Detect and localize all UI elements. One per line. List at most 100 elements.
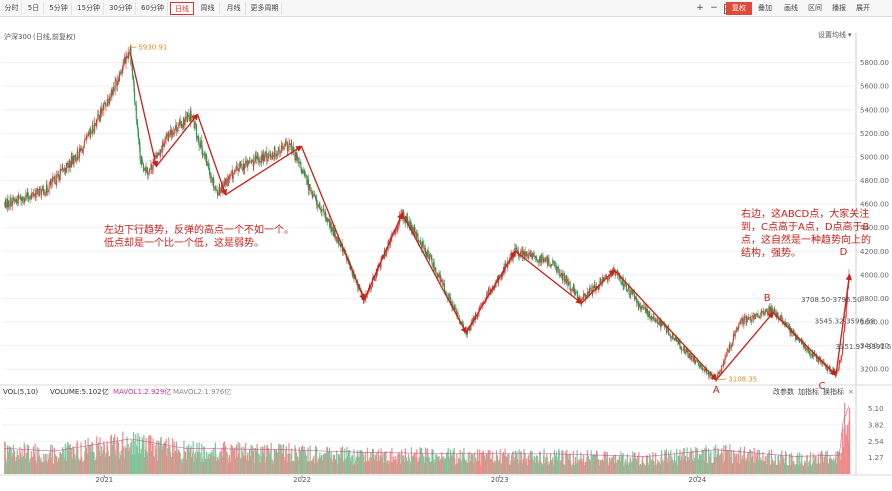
volume-bar bbox=[401, 449, 403, 474]
volume-bar bbox=[763, 460, 765, 474]
volume-bar bbox=[734, 456, 736, 474]
candle-body bbox=[481, 302, 483, 306]
candle-body bbox=[567, 281, 569, 286]
volume-bar bbox=[660, 449, 663, 474]
replay-button[interactable]: 播报 bbox=[832, 4, 846, 12]
draw-line-button[interactable]: 画线 bbox=[784, 4, 798, 12]
overlay-button[interactable]: 叠加 bbox=[758, 4, 772, 12]
vol-legend-mavol1: MAVOL1:2.929亿 bbox=[113, 387, 171, 396]
volume-bar bbox=[279, 444, 281, 474]
candle-body bbox=[429, 255, 431, 260]
candle-body bbox=[109, 96, 111, 103]
change-params-button[interactable]: 改参数 bbox=[773, 387, 794, 396]
candle-body bbox=[151, 169, 154, 171]
candle-body bbox=[691, 355, 693, 358]
volume-bar bbox=[293, 461, 295, 474]
tab-more-periods[interactable]: 更多周期 bbox=[248, 2, 282, 15]
volume-bar bbox=[139, 453, 141, 474]
candle-body bbox=[127, 52, 129, 58]
volume-bar bbox=[196, 442, 198, 474]
candle-body bbox=[840, 359, 842, 362]
expand-button[interactable]: 展开 bbox=[856, 4, 870, 12]
candle-body bbox=[331, 227, 333, 232]
candle-body bbox=[385, 249, 388, 255]
tab-5min[interactable]: 5分钟 bbox=[46, 2, 72, 15]
tab-5day[interactable]: 5日 bbox=[24, 2, 44, 15]
volume-bar bbox=[158, 442, 160, 474]
volume-bar bbox=[632, 451, 634, 474]
candle-body bbox=[388, 240, 390, 242]
chart: 3200.00 3400.00 3600.00 3800.00 4000.00 4200.… bbox=[0, 30, 892, 484]
volume-bar bbox=[823, 456, 826, 474]
volume-bar bbox=[288, 443, 290, 474]
volume-bar bbox=[780, 454, 782, 474]
tab-15min[interactable]: 15分钟 bbox=[74, 2, 104, 15]
tab-30min[interactable]: 30分钟 bbox=[106, 2, 136, 15]
volume-bar bbox=[33, 453, 35, 474]
candle-body bbox=[97, 114, 99, 120]
chevron-down-icon[interactable]: ▾ bbox=[848, 31, 852, 39]
volume-bar bbox=[518, 449, 520, 474]
candle-body bbox=[430, 255, 432, 259]
volume-bar bbox=[781, 450, 783, 474]
fq-button[interactable]: 复权 bbox=[726, 2, 752, 15]
zoom-in-button[interactable]: + bbox=[696, 3, 704, 13]
candle-body bbox=[592, 285, 594, 294]
volume-bar bbox=[802, 465, 805, 474]
candle-body bbox=[80, 149, 82, 152]
chart-text: 5930.91 3108.35 3708.50-3796.50 3545.32-359… bbox=[104, 44, 892, 396]
candle-body bbox=[770, 308, 773, 314]
volume-bar bbox=[672, 459, 674, 474]
candle-body bbox=[8, 200, 10, 206]
volume-bar bbox=[215, 453, 217, 474]
volume-bar bbox=[44, 453, 46, 474]
close-icon[interactable]: × bbox=[848, 388, 854, 396]
candle-body bbox=[76, 160, 78, 162]
range-button[interactable]: 区间 bbox=[808, 4, 822, 12]
candle-body bbox=[172, 132, 174, 134]
candle-body bbox=[697, 362, 699, 365]
volume-bar bbox=[171, 438, 174, 474]
candle-body bbox=[44, 192, 46, 195]
zoom-out-button[interactable]: − bbox=[710, 3, 718, 13]
volume-bar bbox=[200, 462, 202, 474]
volume-bar bbox=[71, 458, 73, 474]
candle-body bbox=[247, 160, 249, 164]
volume-bar bbox=[791, 455, 793, 474]
candle-body bbox=[142, 163, 144, 168]
candle-body bbox=[761, 311, 763, 313]
candle-body bbox=[173, 130, 175, 135]
candle-body bbox=[570, 289, 572, 291]
candle-body bbox=[455, 307, 457, 311]
tab-monthly[interactable]: 月线 bbox=[222, 2, 246, 15]
volume-bar bbox=[340, 447, 342, 474]
candle-body bbox=[139, 147, 141, 160]
volume-bar bbox=[452, 450, 454, 474]
candle-body bbox=[159, 152, 161, 156]
candle-body bbox=[78, 157, 80, 159]
tab-daily[interactable]: 日线 bbox=[170, 2, 194, 15]
volume-bar bbox=[438, 461, 441, 474]
candle-body bbox=[439, 274, 441, 278]
tab-60min[interactable]: 60分钟 bbox=[138, 2, 168, 15]
volume-bar bbox=[676, 449, 678, 474]
settings-ma-button[interactable]: 设置均线 bbox=[818, 30, 846, 39]
volume-bar bbox=[490, 459, 492, 474]
tab-intraday[interactable]: 分时 bbox=[2, 2, 22, 15]
add-indicator-button[interactable]: 加指标 bbox=[798, 387, 819, 396]
candle-body bbox=[316, 198, 318, 205]
candle-body bbox=[30, 194, 32, 199]
volume-bar bbox=[94, 460, 96, 474]
switch-indicator-button[interactable]: 换指标 bbox=[823, 387, 844, 396]
volume-bar bbox=[848, 408, 851, 474]
candle-body bbox=[554, 265, 556, 267]
candle-body bbox=[174, 129, 176, 131]
candle-body bbox=[213, 178, 215, 188]
candle-body bbox=[487, 291, 489, 296]
candle-body bbox=[563, 273, 565, 276]
candle-body bbox=[240, 164, 242, 166]
volume-bar bbox=[820, 451, 822, 474]
candle-body bbox=[560, 272, 562, 276]
tab-weekly[interactable]: 周线 bbox=[196, 2, 220, 15]
volume-bar bbox=[499, 448, 501, 474]
